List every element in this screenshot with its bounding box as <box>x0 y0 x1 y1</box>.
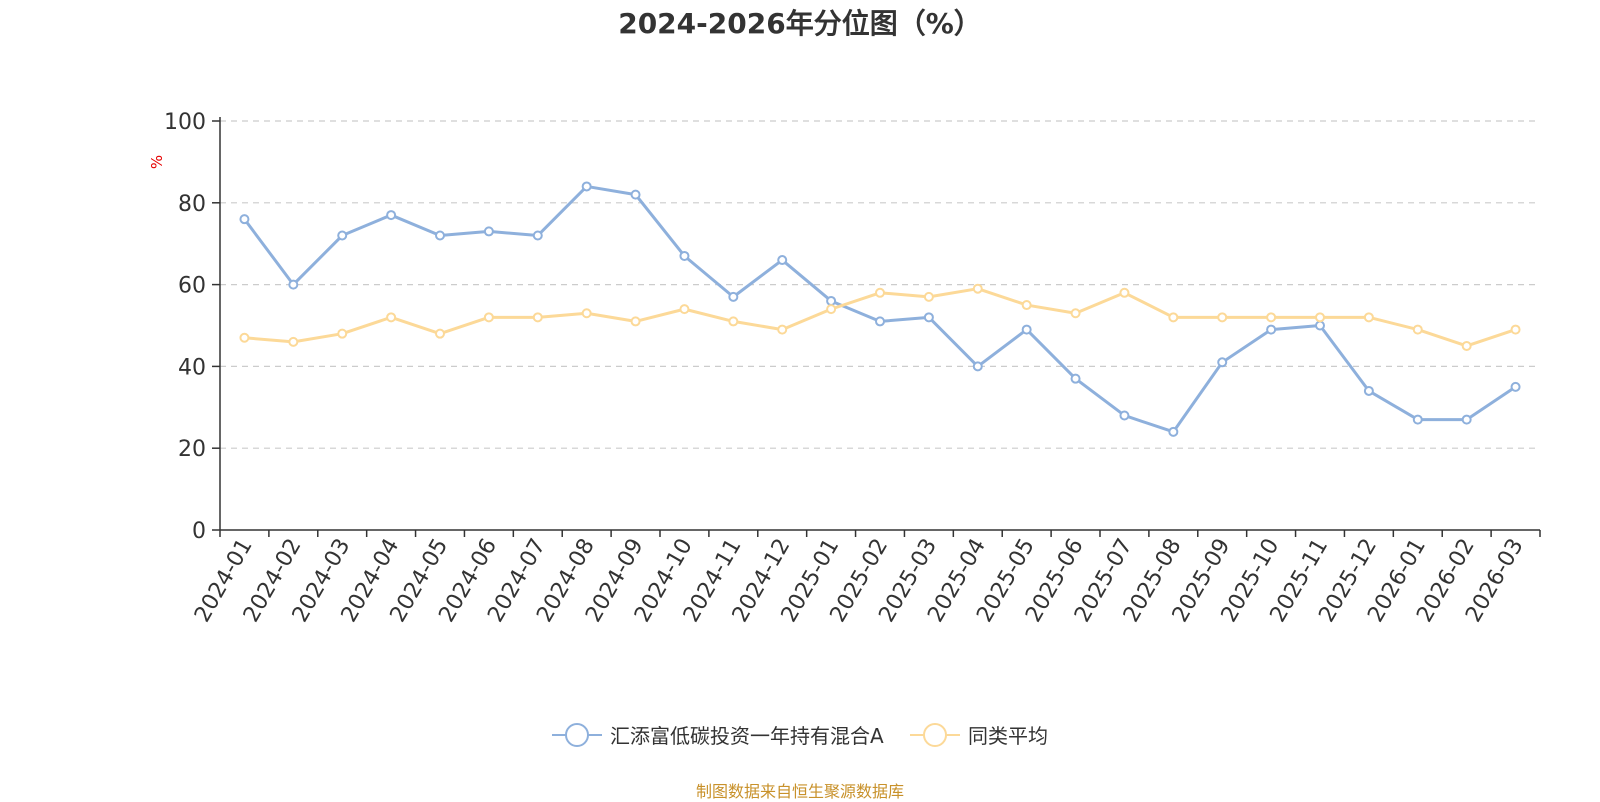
data-source-note: 制图数据来自恒生聚源数据库 <box>695 782 904 801</box>
legend-label-series-a: 汇添富低碳投资一年持有混合A <box>609 724 884 748</box>
series-b-point <box>777 324 788 335</box>
legend-symbol-series-b <box>910 722 961 747</box>
series-a-point <box>777 255 788 266</box>
legend-item-series-a[interactable]: 汇添富低碳投资一年持有混合A <box>551 720 884 749</box>
series-a-point <box>679 250 690 261</box>
series-b-point <box>239 332 250 343</box>
series-b-point <box>1461 340 1472 351</box>
series-a-point <box>581 181 592 192</box>
series-b-point <box>1510 324 1521 335</box>
series-b-point <box>630 316 641 327</box>
y-tick-label: 40 <box>178 355 206 380</box>
chart-legend: 汇添富低碳投资一年持有混合A 同类平均 <box>0 720 1600 752</box>
series-b-point <box>972 283 983 294</box>
series-b-point <box>1070 308 1081 319</box>
series-b-point <box>581 308 592 319</box>
series-a-point <box>972 361 983 372</box>
legend-symbol-series-a <box>551 722 602 747</box>
series-a-point <box>1070 373 1081 384</box>
series-a-point <box>826 295 837 306</box>
series-a-point <box>1217 357 1228 368</box>
y-tick-label: 0 <box>192 519 206 544</box>
y-tick-label: 60 <box>178 274 206 299</box>
series-a-point <box>1315 320 1325 331</box>
series-b-point <box>1119 287 1130 298</box>
series-b-point <box>1021 300 1032 311</box>
series-b-point <box>1217 312 1228 323</box>
series-a-point <box>1168 426 1179 437</box>
series-a-point <box>239 214 250 225</box>
legend-item-series-b[interactable]: 同类平均 <box>910 720 1048 749</box>
series-a-line <box>243 184 1517 434</box>
series-b-point <box>826 304 837 315</box>
series-b-point <box>288 336 299 347</box>
series-a-point <box>630 189 641 200</box>
series-b-point <box>1315 312 1325 323</box>
series-b-point <box>1412 324 1423 335</box>
series-b-point <box>386 312 397 323</box>
series-b-point <box>875 287 885 298</box>
series-a-point <box>288 279 299 290</box>
y-tick-label: 20 <box>178 437 206 462</box>
chart-title: 2024-2026年分位图（%） <box>618 7 982 40</box>
series-a-point <box>1119 410 1130 421</box>
series-a-point <box>337 230 348 241</box>
series-a-point <box>1363 385 1374 396</box>
series-a-point <box>923 312 934 323</box>
series-b-point <box>483 312 494 323</box>
y-tick-label: 80 <box>178 192 206 217</box>
series-b-point <box>1266 312 1277 323</box>
series-a-point <box>1412 414 1423 425</box>
series-a-point <box>1461 414 1472 425</box>
series-a-point <box>483 226 494 237</box>
series-a-point <box>1021 324 1032 335</box>
y-tick-label: 100 <box>164 110 206 135</box>
series-a-point <box>1266 324 1277 335</box>
series-b-point <box>679 304 690 315</box>
legend-label-series-b: 同类平均 <box>968 724 1049 748</box>
series-b-point <box>1363 312 1374 323</box>
series-a-point <box>1510 381 1521 392</box>
series-a-point <box>435 230 445 241</box>
y-axis-unit-label: % <box>148 155 166 169</box>
series-a-point <box>728 291 739 302</box>
series-b-point <box>532 312 543 323</box>
series-b-point <box>728 316 739 327</box>
series-a-point <box>386 210 397 221</box>
series-b-point <box>337 328 348 339</box>
series-a-point <box>875 316 885 327</box>
series-b-point <box>1168 312 1179 323</box>
series-b-point <box>435 328 445 339</box>
series-b-point <box>923 291 934 302</box>
series-a-point <box>532 230 543 241</box>
